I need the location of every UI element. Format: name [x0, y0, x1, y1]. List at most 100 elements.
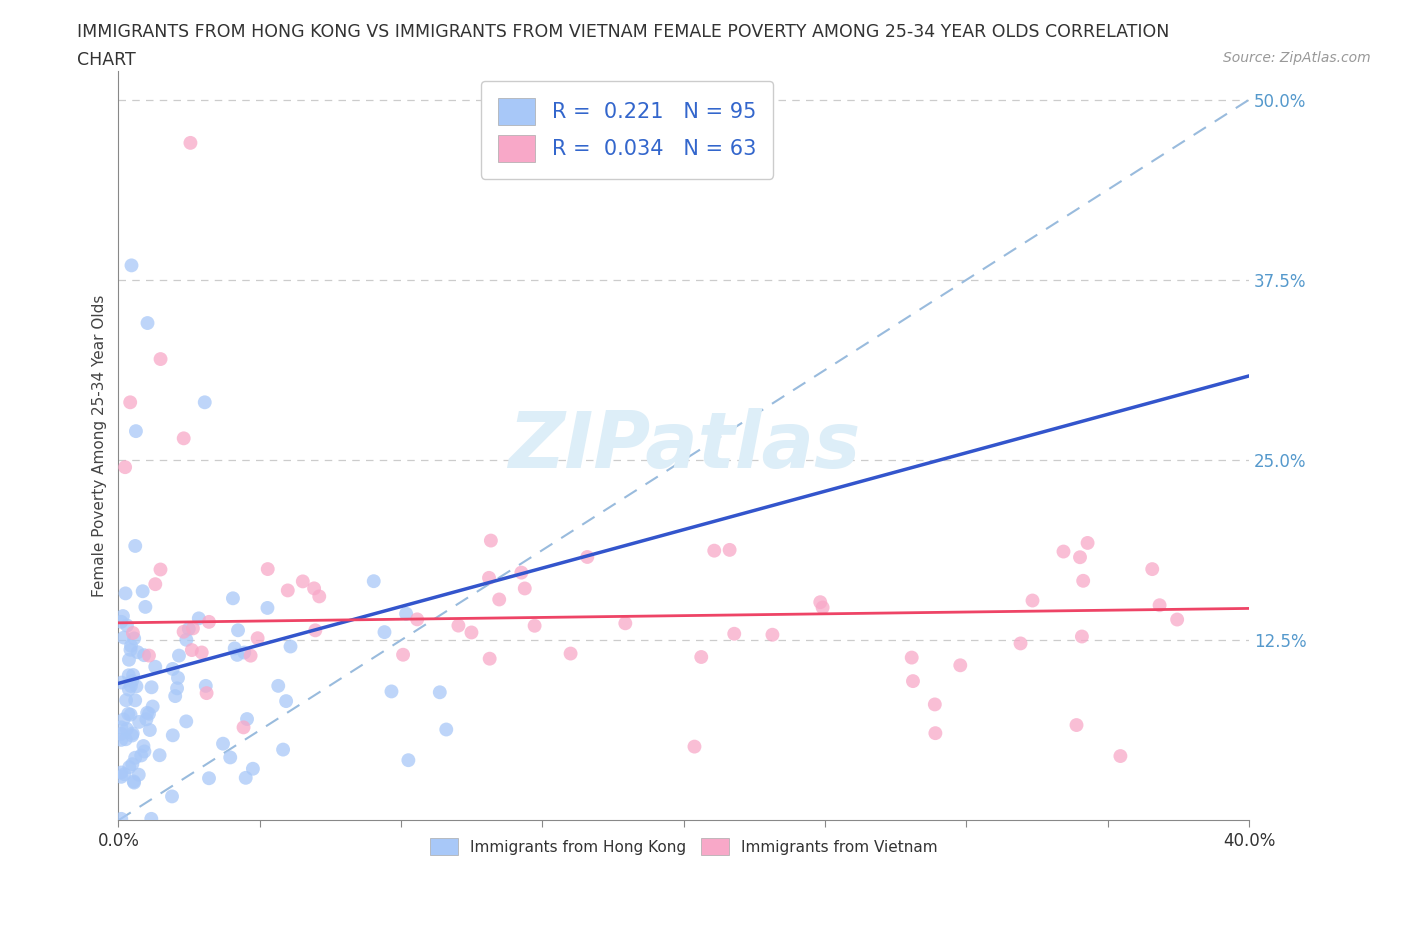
Text: ZIPatlas: ZIPatlas [508, 407, 860, 484]
Point [924, 697, 946, 711]
Point [513, 581, 536, 596]
Point [134, 647, 156, 662]
Point [114, 586, 136, 601]
Point [177, 621, 200, 636]
Point [198, 615, 221, 630]
Point [127, 644, 149, 659]
Point [267, 678, 290, 693]
Point [683, 739, 706, 754]
Point [434, 722, 457, 737]
Point [110, 726, 132, 741]
Point [141, 680, 163, 695]
Point [121, 728, 143, 743]
Point [256, 601, 278, 616]
Point [121, 258, 143, 272]
Point [718, 542, 741, 557]
Point [125, 679, 148, 694]
Point [173, 624, 195, 639]
Point [134, 600, 156, 615]
Point [1069, 550, 1091, 565]
Point [118, 652, 141, 667]
Point [110, 733, 132, 748]
Point [143, 659, 166, 674]
Point [808, 595, 831, 610]
Point [124, 693, 146, 708]
Point [136, 315, 159, 330]
Point [246, 631, 269, 645]
Point [110, 615, 132, 630]
Point [380, 684, 402, 698]
Point [110, 720, 132, 735]
Point [232, 720, 254, 735]
Point [112, 631, 135, 645]
Point [1010, 636, 1032, 651]
Point [110, 811, 132, 826]
Point [121, 757, 143, 772]
Point [1052, 544, 1074, 559]
Point [114, 732, 136, 747]
Point [460, 625, 482, 640]
Point [132, 738, 155, 753]
Point [811, 600, 834, 615]
Point [180, 643, 202, 658]
Point [703, 543, 725, 558]
Point [224, 641, 246, 656]
Point [128, 714, 150, 729]
Point [242, 762, 264, 777]
Point [373, 625, 395, 640]
Point [523, 618, 546, 633]
Point [614, 616, 637, 631]
Point [406, 612, 429, 627]
Point [235, 770, 257, 785]
Point [142, 699, 165, 714]
Point [167, 648, 190, 663]
Point [110, 765, 132, 780]
Point [110, 769, 132, 784]
Point [478, 651, 501, 666]
Point [120, 395, 142, 410]
Point [128, 767, 150, 782]
Point [1166, 612, 1188, 627]
Point [280, 639, 302, 654]
Point [226, 647, 249, 662]
Point [139, 723, 162, 737]
Point [219, 750, 242, 764]
Point [181, 621, 204, 636]
Point [138, 648, 160, 663]
Point [129, 748, 152, 763]
Point [162, 728, 184, 743]
Point [510, 565, 533, 580]
Point [194, 679, 217, 694]
Point [291, 574, 314, 589]
Text: Source: ZipAtlas.com: Source: ZipAtlas.com [1223, 51, 1371, 65]
Point [121, 673, 143, 688]
Point [117, 707, 139, 722]
Point [274, 694, 297, 709]
Point [118, 668, 141, 683]
Point [122, 626, 145, 641]
Point [124, 751, 146, 765]
Point [900, 650, 922, 665]
Point [479, 533, 502, 548]
Point [1070, 629, 1092, 644]
Point [179, 136, 201, 151]
Point [302, 581, 325, 596]
Point [135, 711, 157, 726]
Point [233, 645, 256, 660]
Point [187, 611, 209, 626]
Point [160, 789, 183, 804]
Point [120, 679, 142, 694]
Point [1109, 749, 1132, 764]
Y-axis label: Female Poverty Among 25-34 Year Olds: Female Poverty Among 25-34 Year Olds [93, 295, 107, 597]
Point [198, 771, 221, 786]
Point [124, 538, 146, 553]
Point [115, 693, 138, 708]
Point [1077, 536, 1099, 551]
Point [901, 673, 924, 688]
Point [1149, 598, 1171, 613]
Point [478, 570, 501, 585]
Point [723, 626, 745, 641]
Point [190, 645, 212, 660]
Point [121, 726, 143, 741]
Point [165, 688, 187, 703]
